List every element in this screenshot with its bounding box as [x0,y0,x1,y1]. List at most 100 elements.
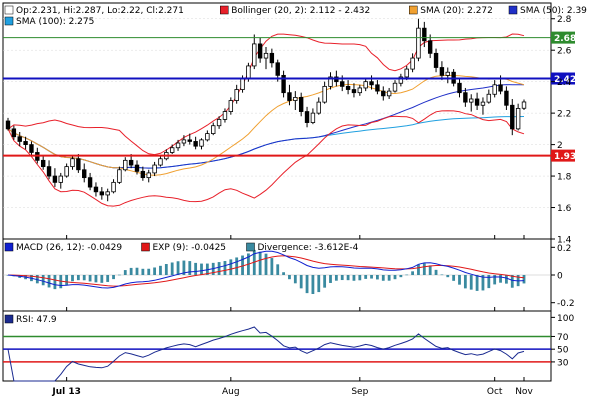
candle [510,98,515,136]
divergence-bar [288,275,291,280]
legend-item-sma100: SMA (100): 2.275 [4,16,94,27]
divergence-bar [381,275,385,281]
candle [76,154,81,173]
divergence-bar [88,275,92,282]
candle [298,92,304,117]
divergence-bar [376,275,379,280]
divergence-bar [188,261,192,275]
level-tag-2.68: 2.68 [551,31,576,44]
divergence-bar [112,275,115,280]
candle [427,34,433,59]
candle [211,122,216,136]
divergence-bar [299,275,303,289]
divergence-bar [200,263,203,275]
candle [134,160,140,175]
divergence-bar [493,275,497,285]
candle [375,80,380,95]
candle [17,132,22,147]
candle [521,99,527,110]
divergence-bar [305,275,309,294]
legend-item-exp: EXP (9): -0.0425 [141,242,226,253]
candle [457,78,462,98]
candle [46,160,52,180]
candle [504,86,509,110]
divergence-bar [59,275,63,289]
candle [234,84,239,104]
divergence-bar [510,275,514,288]
legend-item-divergence: Divergence: -3.612E-4 [246,242,359,253]
candle [269,48,275,68]
divergence-bar [229,259,233,275]
divergence-bar [317,275,321,293]
divergence-bar [434,269,438,275]
divergence-bar [159,265,162,275]
macd-legend: MACD (26, 12): -0.0429 EXP (9): -0.0425 Di… [4,242,359,253]
candle [58,172,63,189]
macd-tick-label: 0 [557,272,563,282]
divergence-bar [141,268,145,275]
legend-item-bollinger: Bollinger (20, 2): 2.112 - 2.432 [220,5,370,16]
candle [252,34,257,70]
candle [474,92,480,110]
candle [158,155,163,167]
candle [316,97,321,115]
price-tick-label: 1.6 [557,204,572,214]
candle [175,139,181,151]
candle [181,135,187,147]
legend-item-ohlc: Op:2.231, Hi:2.287, Lo:2.22, Cl:2.271 [4,5,184,16]
divergence-bar [446,275,450,278]
divergence-bar [258,251,262,275]
bollinger-upper-line [7,33,525,156]
rsi-panel-frame [2,310,552,382]
divergence-bar [153,267,156,275]
x-axis: Jul 13 Aug Sep Oct Nov [51,235,533,397]
divergence-bar [417,264,420,275]
divergence-bar [41,275,45,286]
price-series [7,33,525,207]
candle [328,72,333,90]
divergence-bar [505,275,508,284]
divergence-bar [346,275,350,281]
divergence-bar [276,264,280,275]
candle [146,169,151,183]
candle [281,70,286,98]
legend-item-macd: MACD (26, 12): -0.0429 [4,242,122,253]
divergence-bar [340,275,344,281]
x-tick-label: Sep [351,387,368,397]
candle [99,187,105,200]
x-tick-label: Nov [515,387,533,397]
level-tag-2.42: 2.42 [551,72,576,85]
divergence-bar [352,275,356,281]
x-tick-label: Jul 13 [51,387,81,397]
level-label: 2.68 [554,34,576,44]
price-tick-label: 2.6 [557,47,572,57]
candle [105,188,110,202]
divergence-bar [364,275,368,279]
rsi-tick-label: 100 [557,314,574,324]
divergence-bar [270,258,274,275]
divergence-bar [76,275,80,281]
rsi-tick-label: 70 [557,333,569,343]
divergence-bar [235,257,239,275]
legend-label: MACD (26, 12): -0.0429 [16,243,122,253]
candle [410,53,415,73]
legend-label: Bollinger (20, 2): 2.112 - 2.432 [231,6,370,16]
candle [257,37,263,63]
candle [310,108,316,125]
divergence-bar [463,275,467,289]
divergence-bar [370,275,373,279]
divergence-bar [47,275,51,288]
candle [64,163,69,178]
x-tick-label: Aug [222,387,240,397]
divergence-bar [475,275,479,291]
divergence-bar [469,275,473,290]
candle [23,136,28,150]
candle [363,78,368,92]
rsi-line [7,326,525,382]
legend-item-sma20: SMA (20): 2.272 [409,5,493,16]
candle [469,94,474,112]
divergence-bar [440,274,444,276]
candle [357,84,363,96]
price-tick-label: 2.4 [557,78,572,88]
price-tick-label: 2.2 [557,110,571,120]
